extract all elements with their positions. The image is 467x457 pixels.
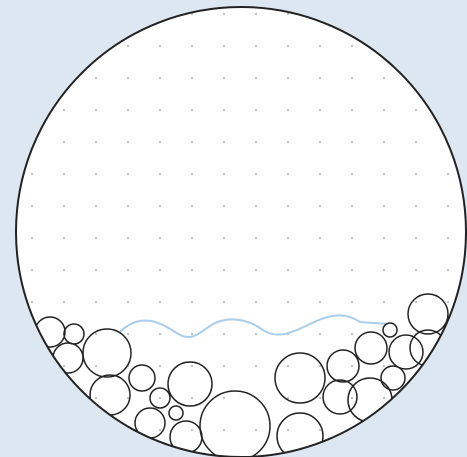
bubble xyxy=(168,405,184,421)
bubble xyxy=(199,390,271,457)
bubble xyxy=(354,331,388,365)
bubble xyxy=(149,387,171,409)
bubble xyxy=(322,379,358,415)
bubble xyxy=(276,412,324,457)
bubble xyxy=(382,322,398,338)
bubble xyxy=(128,364,156,392)
bubble xyxy=(326,349,360,383)
bubble xyxy=(388,334,424,370)
bubble xyxy=(407,293,449,335)
bubble xyxy=(274,352,326,404)
bubble xyxy=(380,365,406,391)
water-line xyxy=(119,314,389,339)
bubble xyxy=(167,361,213,407)
bowl-outline xyxy=(15,6,467,457)
bubble xyxy=(82,328,132,378)
